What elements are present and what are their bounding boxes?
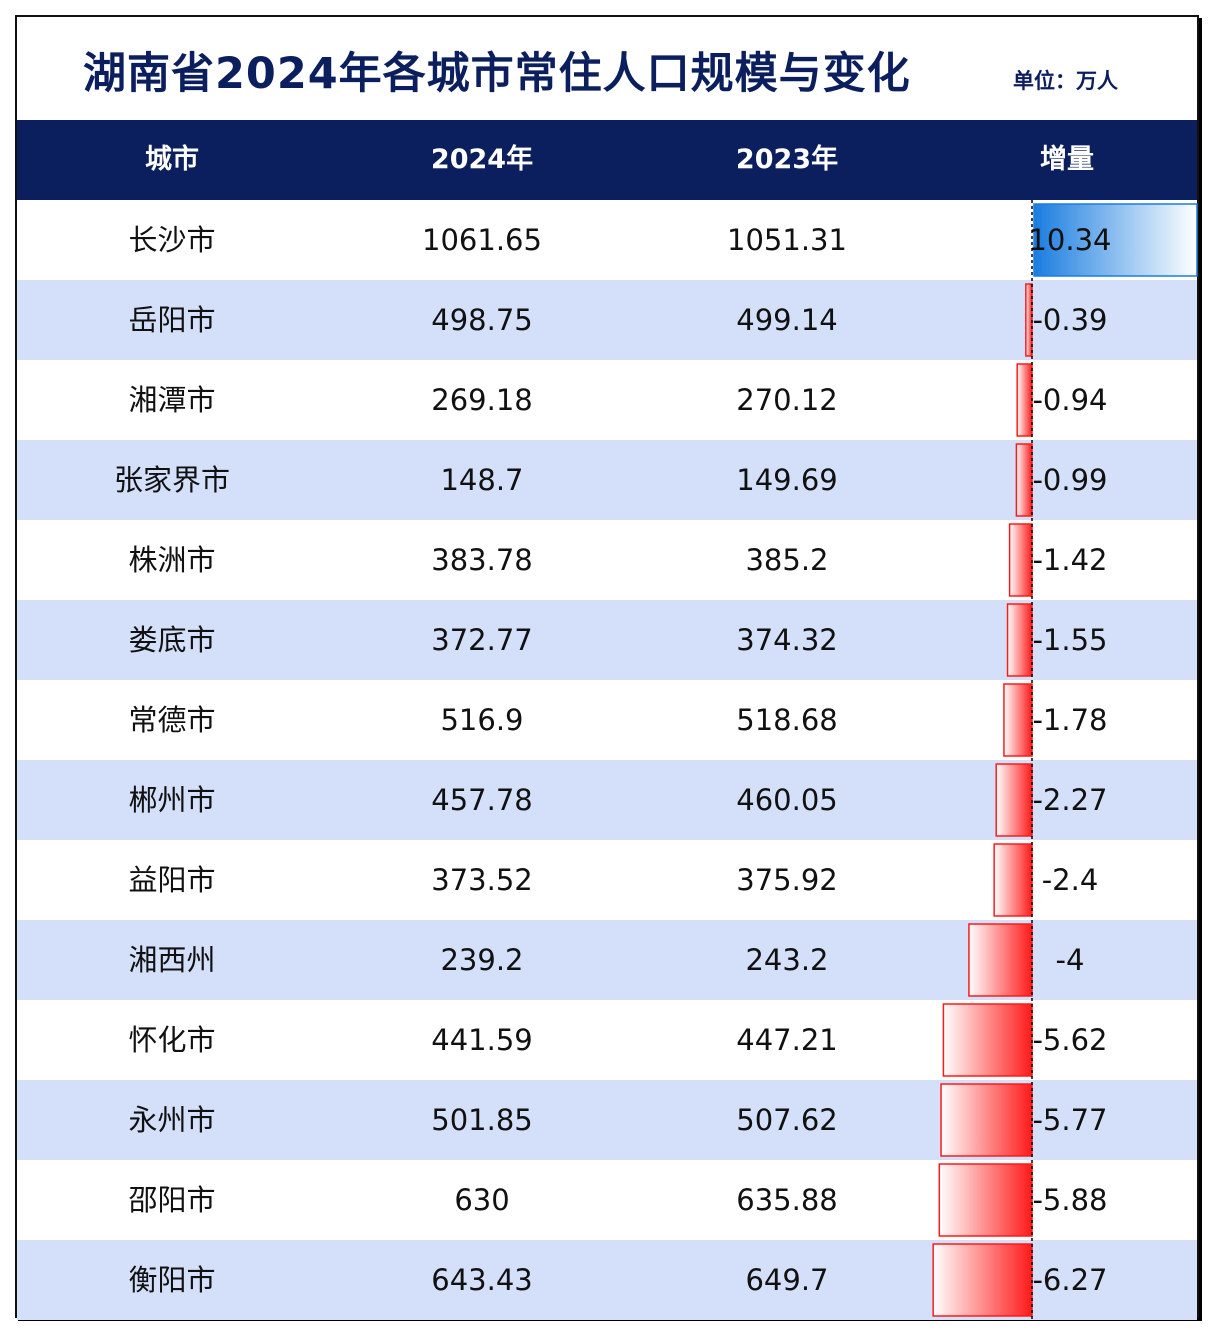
table-frame: 湖南省2024年各城市常住人口规模与变化 单位：万人 城市 2024年 2023… xyxy=(15,15,1199,1320)
header-city: 城市 xyxy=(145,144,199,175)
value-2023-cell: 460.05 xyxy=(736,783,838,817)
change-value-label: -0.39 xyxy=(1032,303,1107,337)
value-2024-cell: 148.7 xyxy=(440,463,524,497)
table-row: 岳阳市 498.75 499.14 xyxy=(17,280,1197,360)
value-2024-cell: 372.77 xyxy=(431,623,533,657)
change-bar xyxy=(1006,603,1033,677)
value-2023-cell: 374.32 xyxy=(736,623,838,657)
table-row: 张家界市 148.7 149.69 xyxy=(17,440,1197,520)
change-bar xyxy=(968,923,1033,997)
city-cell: 益阳市 xyxy=(128,863,216,897)
city-cell: 永州市 xyxy=(128,1103,216,1137)
city-cell: 娄底市 xyxy=(128,623,216,657)
value-2023-cell: 1051.31 xyxy=(727,223,847,257)
table-row: 娄底市 372.77 374.32 xyxy=(17,600,1197,680)
value-2024-cell: 269.18 xyxy=(431,383,533,417)
change-bar xyxy=(995,763,1033,837)
change-value-label: -1.78 xyxy=(1032,703,1107,737)
value-2024-cell: 373.52 xyxy=(431,863,533,897)
value-2023-cell: 518.68 xyxy=(736,703,838,737)
change-bar xyxy=(938,1163,1033,1237)
value-2023-cell: 149.69 xyxy=(736,463,838,497)
city-cell: 邵阳市 xyxy=(128,1183,216,1217)
value-2024-cell: 1061.65 xyxy=(422,223,542,257)
change-value-label: 10.34 xyxy=(1028,223,1111,257)
change-bar xyxy=(942,1003,1033,1077)
value-2024-cell: 501.85 xyxy=(431,1103,533,1137)
value-2024-cell: 383.78 xyxy=(431,543,533,577)
table-header: 城市 2024年 2023年 增量 xyxy=(17,120,1197,200)
change-value-label: -0.94 xyxy=(1032,383,1107,417)
change-value-label: -2.4 xyxy=(1042,863,1099,897)
value-2023-cell: 635.88 xyxy=(736,1183,838,1217)
value-2023-cell: 375.92 xyxy=(736,863,838,897)
change-bar xyxy=(1025,283,1033,357)
table-row: 邵阳市 630 635.88 xyxy=(17,1160,1197,1240)
page-title: 湖南省2024年各城市常住人口规模与变化 xyxy=(83,49,911,99)
change-bar xyxy=(1015,443,1033,517)
city-cell: 株洲市 xyxy=(128,543,216,577)
value-2023-cell: 507.62 xyxy=(736,1103,838,1137)
change-value-label: -0.99 xyxy=(1032,463,1107,497)
change-value-label: -2.27 xyxy=(1032,783,1107,817)
table-row: 怀化市 441.59 447.21 xyxy=(17,1000,1197,1080)
change-value-label: -1.42 xyxy=(1032,543,1107,577)
value-2023-cell: 649.7 xyxy=(745,1263,829,1297)
change-bar xyxy=(993,843,1033,917)
change-value-label: -5.62 xyxy=(1032,1023,1107,1057)
city-cell: 郴州市 xyxy=(128,783,216,817)
city-cell: 湘西州 xyxy=(128,943,216,977)
table-row: 益阳市 373.52 375.92 xyxy=(17,840,1197,920)
header-2023: 2023年 xyxy=(735,144,839,175)
change-value-label: -1.55 xyxy=(1032,623,1107,657)
table-row: 株洲市 383.78 385.2 xyxy=(17,520,1197,600)
city-cell: 湘潭市 xyxy=(128,383,216,417)
change-bar xyxy=(1016,363,1033,437)
value-2023-cell: 447.21 xyxy=(736,1023,838,1057)
change-value-label: -5.77 xyxy=(1032,1103,1107,1137)
value-2023-cell: 243.2 xyxy=(745,943,829,977)
change-bar xyxy=(1033,203,1198,277)
change-value-label: -4 xyxy=(1056,943,1085,977)
city-cell: 衡阳市 xyxy=(128,1263,216,1297)
change-bar xyxy=(932,1243,1033,1317)
change-bar xyxy=(1003,683,1033,757)
table-row: 湘潭市 269.18 270.12 xyxy=(17,360,1197,440)
table-row: 长沙市 1061.65 1051.31 xyxy=(17,200,1197,280)
value-2024-cell: 630 xyxy=(454,1183,510,1217)
value-2024-cell: 239.2 xyxy=(440,943,524,977)
value-2024-cell: 441.59 xyxy=(431,1023,533,1057)
header-2024: 2024年 xyxy=(430,144,534,175)
value-2024-cell: 498.75 xyxy=(431,303,533,337)
change-value-label: -6.27 xyxy=(1032,1263,1107,1297)
change-bar-chart: 10.34 -0.39 -0.94 -0.99 -1.42 -1.55 -1.78 -2.27… xyxy=(932,200,1198,1320)
title-row: 湖南省2024年各城市常住人口规模与变化 单位：万人 xyxy=(17,17,1197,120)
header-change: 增量 xyxy=(1040,144,1094,175)
value-2023-cell: 270.12 xyxy=(736,383,838,417)
value-2023-cell: 385.2 xyxy=(745,543,829,577)
city-cell: 怀化市 xyxy=(128,1023,216,1057)
value-2024-cell: 457.78 xyxy=(431,783,533,817)
city-cell: 常德市 xyxy=(128,703,216,737)
value-2024-cell: 643.43 xyxy=(431,1263,533,1297)
city-cell: 张家界市 xyxy=(113,463,230,497)
unit-label: 单位：万人 xyxy=(1013,69,1118,93)
city-cell: 岳阳市 xyxy=(128,303,216,337)
table-row: 常德市 516.9 518.68 xyxy=(17,680,1197,760)
change-bar xyxy=(1008,523,1033,597)
change-bar xyxy=(940,1083,1033,1157)
change-value-label: -5.88 xyxy=(1032,1183,1107,1217)
city-cell: 长沙市 xyxy=(128,223,216,257)
value-2024-cell: 516.9 xyxy=(440,703,524,737)
value-2023-cell: 499.14 xyxy=(736,303,838,337)
